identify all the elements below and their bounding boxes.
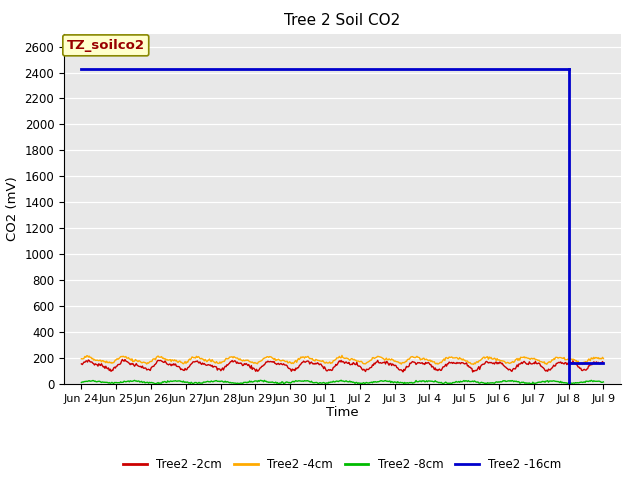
Legend: Tree2 -2cm, Tree2 -4cm, Tree2 -8cm, Tree2 -16cm: Tree2 -2cm, Tree2 -4cm, Tree2 -8cm, Tree… (118, 454, 566, 476)
Title: Tree 2 Soil CO2: Tree 2 Soil CO2 (284, 13, 401, 28)
X-axis label: Time: Time (326, 407, 358, 420)
Y-axis label: CO2 (mV): CO2 (mV) (6, 177, 19, 241)
Text: TZ_soilco2: TZ_soilco2 (67, 39, 145, 52)
